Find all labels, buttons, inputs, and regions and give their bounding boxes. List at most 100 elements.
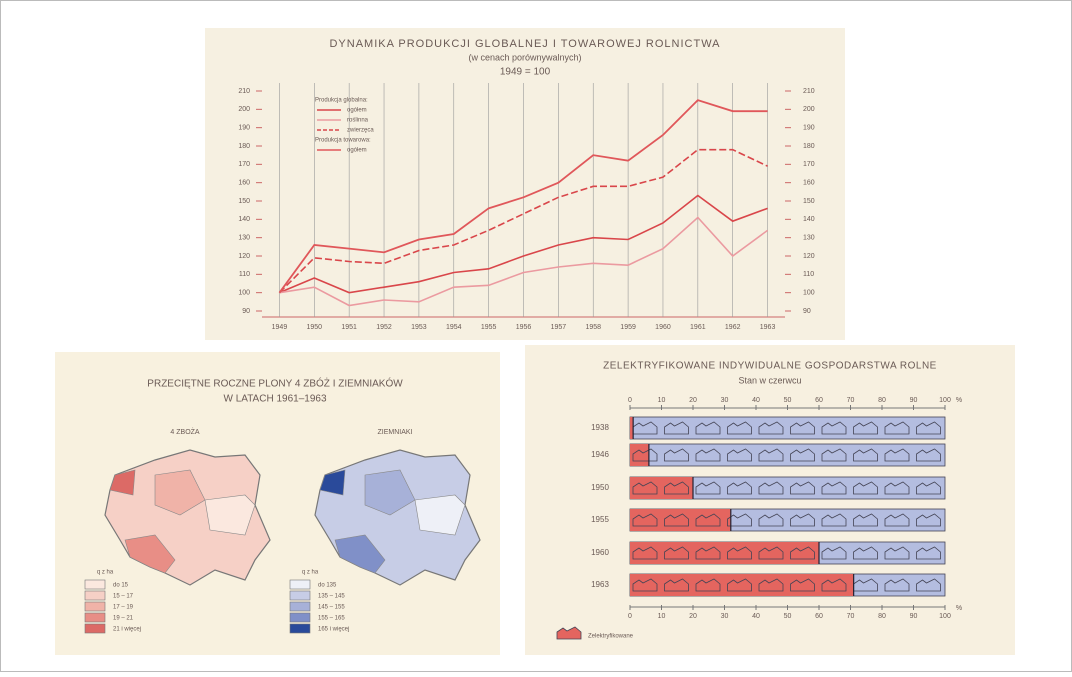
- house-icon: [758, 513, 784, 527]
- legend-label: 145 – 155: [318, 605, 345, 611]
- map-label: ZIEMNIAKI: [377, 429, 412, 436]
- x-tick-label: 1951: [341, 324, 357, 331]
- house-icon: [916, 481, 941, 495]
- legend-label: 19 – 21: [113, 616, 134, 622]
- y-tick-label: 1960: [591, 548, 609, 557]
- y2-tick-label: 110: [803, 271, 814, 278]
- house-icon: [790, 513, 815, 527]
- house-icon: [821, 578, 847, 592]
- house-icon: [727, 481, 752, 495]
- series-line: [278, 99, 768, 294]
- x-tick-label: 60: [815, 613, 823, 620]
- panel-bar: [525, 345, 1015, 655]
- legend-label: 21 i więcej: [113, 627, 141, 633]
- x-tick-label: 50: [784, 613, 792, 620]
- house-icon: [632, 481, 658, 495]
- y2-tick-label: 190: [803, 125, 815, 132]
- x-tick-label: 1962: [725, 324, 741, 331]
- x-tick-label: 1952: [376, 324, 392, 331]
- house-icon: [695, 421, 721, 435]
- region: [154, 469, 206, 516]
- house-icon: [727, 578, 752, 592]
- y-tick-label: 140: [238, 216, 250, 223]
- y2-tick-label: 130: [803, 235, 815, 242]
- legend-swatch: [84, 579, 106, 590]
- house-icon: [695, 513, 721, 527]
- house-icon: [916, 513, 941, 527]
- y2-tick-label: 210: [803, 88, 815, 95]
- x-tick-label: 1950: [307, 324, 323, 331]
- y-tick-label: 120: [238, 253, 250, 260]
- region: [124, 534, 176, 574]
- house-icon: [758, 421, 784, 435]
- legend-label: 155 – 165: [318, 616, 345, 622]
- y-tick-label: 180: [238, 143, 250, 150]
- legend-swatch: [289, 612, 311, 623]
- legend-swatch: [84, 623, 106, 634]
- house-icon: [916, 421, 941, 435]
- map: [104, 449, 271, 586]
- house-icon: [853, 546, 878, 560]
- house-icon: [884, 513, 910, 527]
- house-icon: [695, 481, 721, 495]
- house-icon: [758, 578, 784, 592]
- label: (w cenach porównywalnych): [468, 52, 581, 62]
- x-tick-label: 90: [910, 613, 918, 620]
- house-icon: [664, 578, 689, 592]
- bar: [630, 417, 634, 439]
- y2-tick-label: 170: [803, 161, 815, 168]
- house-icon: [664, 546, 689, 560]
- legend-swatch: [84, 590, 106, 601]
- house-icon: [821, 481, 847, 495]
- label: ZELEKTRYFIKOWANE INDYWIDUALNE GOSPODARST…: [603, 361, 937, 372]
- y2-tick-label: 120: [803, 253, 815, 260]
- x-tick-label: 1953: [411, 324, 427, 331]
- bar: [630, 509, 731, 531]
- x-tick-label: 1954: [446, 324, 462, 331]
- house-icon: [727, 546, 752, 560]
- y2-tick-label: 140: [803, 216, 815, 223]
- house-icon: [884, 481, 910, 495]
- x-tick-label: 1955: [481, 324, 497, 331]
- y-tick-label: 1955: [591, 515, 609, 524]
- house-icon: [853, 513, 878, 527]
- house-icon: [695, 578, 721, 592]
- y-tick-label: 1950: [591, 483, 609, 492]
- series-line: [279, 194, 768, 294]
- house-icon: [853, 578, 878, 592]
- legend-swatch: [84, 601, 106, 612]
- x-tick-label: 1949: [272, 324, 288, 331]
- legend-label: zwierzęca: [347, 128, 374, 134]
- unit: %: [956, 397, 962, 404]
- legend-label: 15 – 17: [113, 594, 134, 600]
- y-tick-label: 1938: [591, 423, 609, 432]
- x-tick-label: 0: [628, 613, 632, 620]
- y-tick-label: 190: [238, 125, 250, 132]
- house-icon: [727, 448, 752, 462]
- x-tick-label: 50: [784, 397, 792, 404]
- legend-label: ogółem: [347, 108, 367, 114]
- region: [109, 469, 136, 496]
- house-icon: [758, 448, 784, 462]
- x-tick-label: 30: [721, 613, 729, 620]
- x-tick-label: 30: [721, 397, 729, 404]
- bar: [630, 542, 819, 564]
- house-icon: [790, 578, 815, 592]
- region: [319, 469, 346, 496]
- x-tick-label: 1959: [620, 324, 636, 331]
- x-tick-label: 70: [847, 397, 855, 404]
- legend-label: do 15: [113, 583, 129, 589]
- legend-swatch: [289, 579, 311, 590]
- map: [314, 449, 481, 586]
- x-tick-label: 20: [689, 613, 697, 620]
- house-icon: [790, 546, 815, 560]
- house-icon: [916, 448, 941, 462]
- x-tick-label: 1960: [655, 324, 671, 331]
- legend-swatch: [289, 601, 311, 612]
- house-icon: [853, 481, 878, 495]
- label: Stan w czerwcu: [738, 375, 801, 385]
- unit: %: [956, 605, 962, 612]
- house-icon: [821, 448, 847, 462]
- house-icon: [790, 448, 815, 462]
- house-icon: [884, 421, 910, 435]
